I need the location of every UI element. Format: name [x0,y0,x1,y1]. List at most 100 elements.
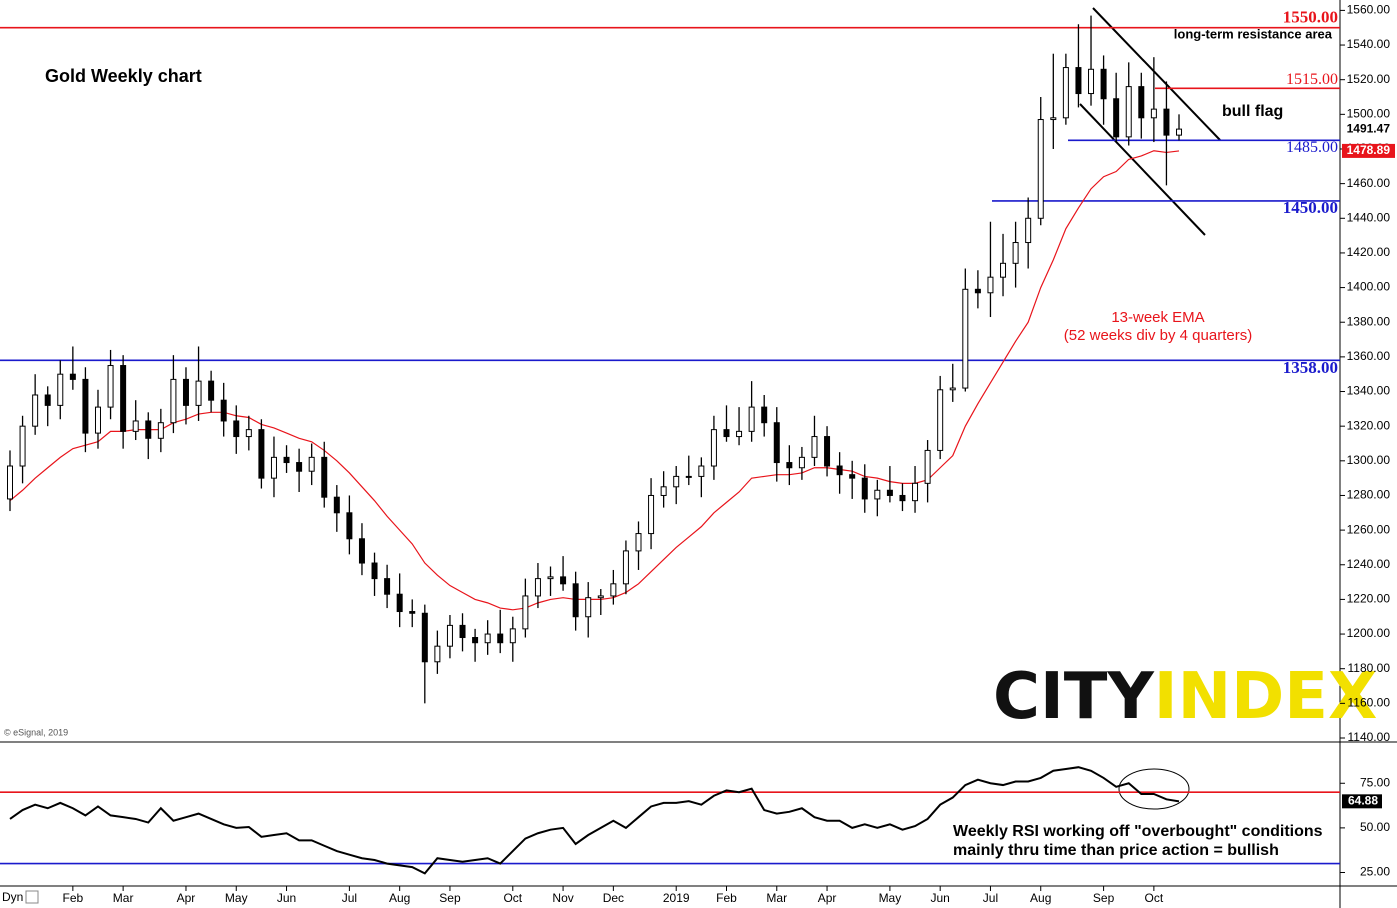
candle-body [1150,108,1157,119]
candle-body [484,633,491,644]
candle-body [245,429,252,438]
candle-body [459,624,466,639]
x-tick-label: Feb [63,891,84,905]
candle-body [1138,86,1145,119]
candle-body [522,595,529,630]
x-tick-label: Apr [177,891,196,905]
x-tick-label: Dec [603,891,624,905]
candle-body [195,380,202,406]
candle-body [446,624,453,647]
candle-body [648,494,655,535]
candle-body [157,422,164,439]
candle-body [1037,119,1044,219]
y-tick-label: 1300.00 [1347,453,1391,467]
annotation: Weekly RSI working off "overbought" cond… [953,823,1323,840]
y-tick-label: 50.00 [1360,820,1390,834]
candle-body [132,420,139,432]
y-tick-label: 1240.00 [1347,557,1391,571]
x-tick-label: May [879,891,902,905]
candle-body [409,611,416,614]
candle-body [949,387,956,391]
candle-body [472,637,479,644]
candle-body [635,533,642,552]
candle-body [610,583,617,597]
candle-body [182,378,189,406]
y-tick-label: 1180.00 [1348,661,1391,675]
candle-body [622,550,629,585]
candle-body [7,465,13,500]
candle-body [19,425,26,467]
candle-body [698,465,705,477]
candle-body [849,474,856,479]
x-tick-label: 2019 [663,891,690,905]
logo: CITYINDEX [993,660,1377,734]
x-tick-label: Aug [389,891,410,905]
candle-body [32,394,39,427]
candle-body [811,436,818,458]
candle-body [421,612,428,663]
y-tick-label: 1140.00 [1348,730,1391,744]
candle-body [94,406,101,434]
x-tick-label: Sep [439,891,461,905]
candle-body [597,595,604,599]
annotation: mainly thru time than price action = bul… [953,842,1279,859]
candle-body [673,475,680,488]
x-tick-label: Oct [503,891,522,905]
y-tick-label: 1440.00 [1347,210,1391,224]
rsi-line [9,766,1180,875]
candle-body [761,406,768,424]
candle-body [283,456,290,464]
y-tick-label: 1540.00 [1347,37,1391,51]
corner-icon [25,890,39,904]
y-tick-label: 1400.00 [1347,280,1391,294]
x-tick-label: Oct [1145,891,1164,905]
highlight-ellipse [1118,768,1190,810]
level-label: 1450.00 [1283,198,1338,217]
x-tick-label: Aug [1030,891,1051,905]
x-tick-label: Jul [342,891,357,905]
candle-body [987,276,994,294]
y-tick-label: 1160.00 [1348,696,1391,710]
corner-label: Dyn [2,890,23,904]
candle-body [145,420,152,439]
candle-body [924,449,931,484]
last-close: 1491.47 [1347,121,1391,135]
y-tick-label: 1560.00 [1347,3,1391,17]
candle-body [384,578,391,595]
candle-body [208,380,215,401]
level-label: 1515.00 [1286,71,1338,88]
last-ema-tag [1342,143,1395,158]
y-tick-label: 1520.00 [1347,72,1391,86]
candle-body [798,456,805,469]
candle-body [308,456,315,472]
candle-body [509,628,516,644]
candle-body [1176,128,1183,136]
source: © eSignal, 2019 [4,727,68,737]
last-rsi: 64.88 [1348,794,1378,808]
ema-line [9,150,1180,611]
candle-body [1000,262,1007,278]
candle-body [258,429,265,479]
candle-body [723,429,730,438]
x-tick-label: Mar [766,891,787,905]
y-tick-label: 1380.00 [1347,314,1391,328]
candle-body [57,373,64,406]
y-tick-label: 25.00 [1360,865,1390,879]
annotation: 13-week EMA [1111,309,1204,326]
annotation: bull flag [1222,103,1283,120]
level-label: 1550.00 [1283,8,1338,27]
x-tick-label: Jul [983,891,998,905]
level-label: 1485.00 [1286,139,1338,156]
y-tick-label: 1200.00 [1347,626,1391,640]
channel-line [1079,103,1206,236]
candle-body [346,512,353,540]
annotation: (52 weeks div by 4 quarters) [1064,327,1252,344]
candle-body [233,420,240,438]
candle-body [560,576,567,585]
candle-body [371,562,378,580]
candle-body [44,394,51,406]
last-rsi-tag [1342,794,1382,809]
candle-body [886,489,893,496]
candle-body [572,583,579,618]
candle-body [836,465,843,476]
